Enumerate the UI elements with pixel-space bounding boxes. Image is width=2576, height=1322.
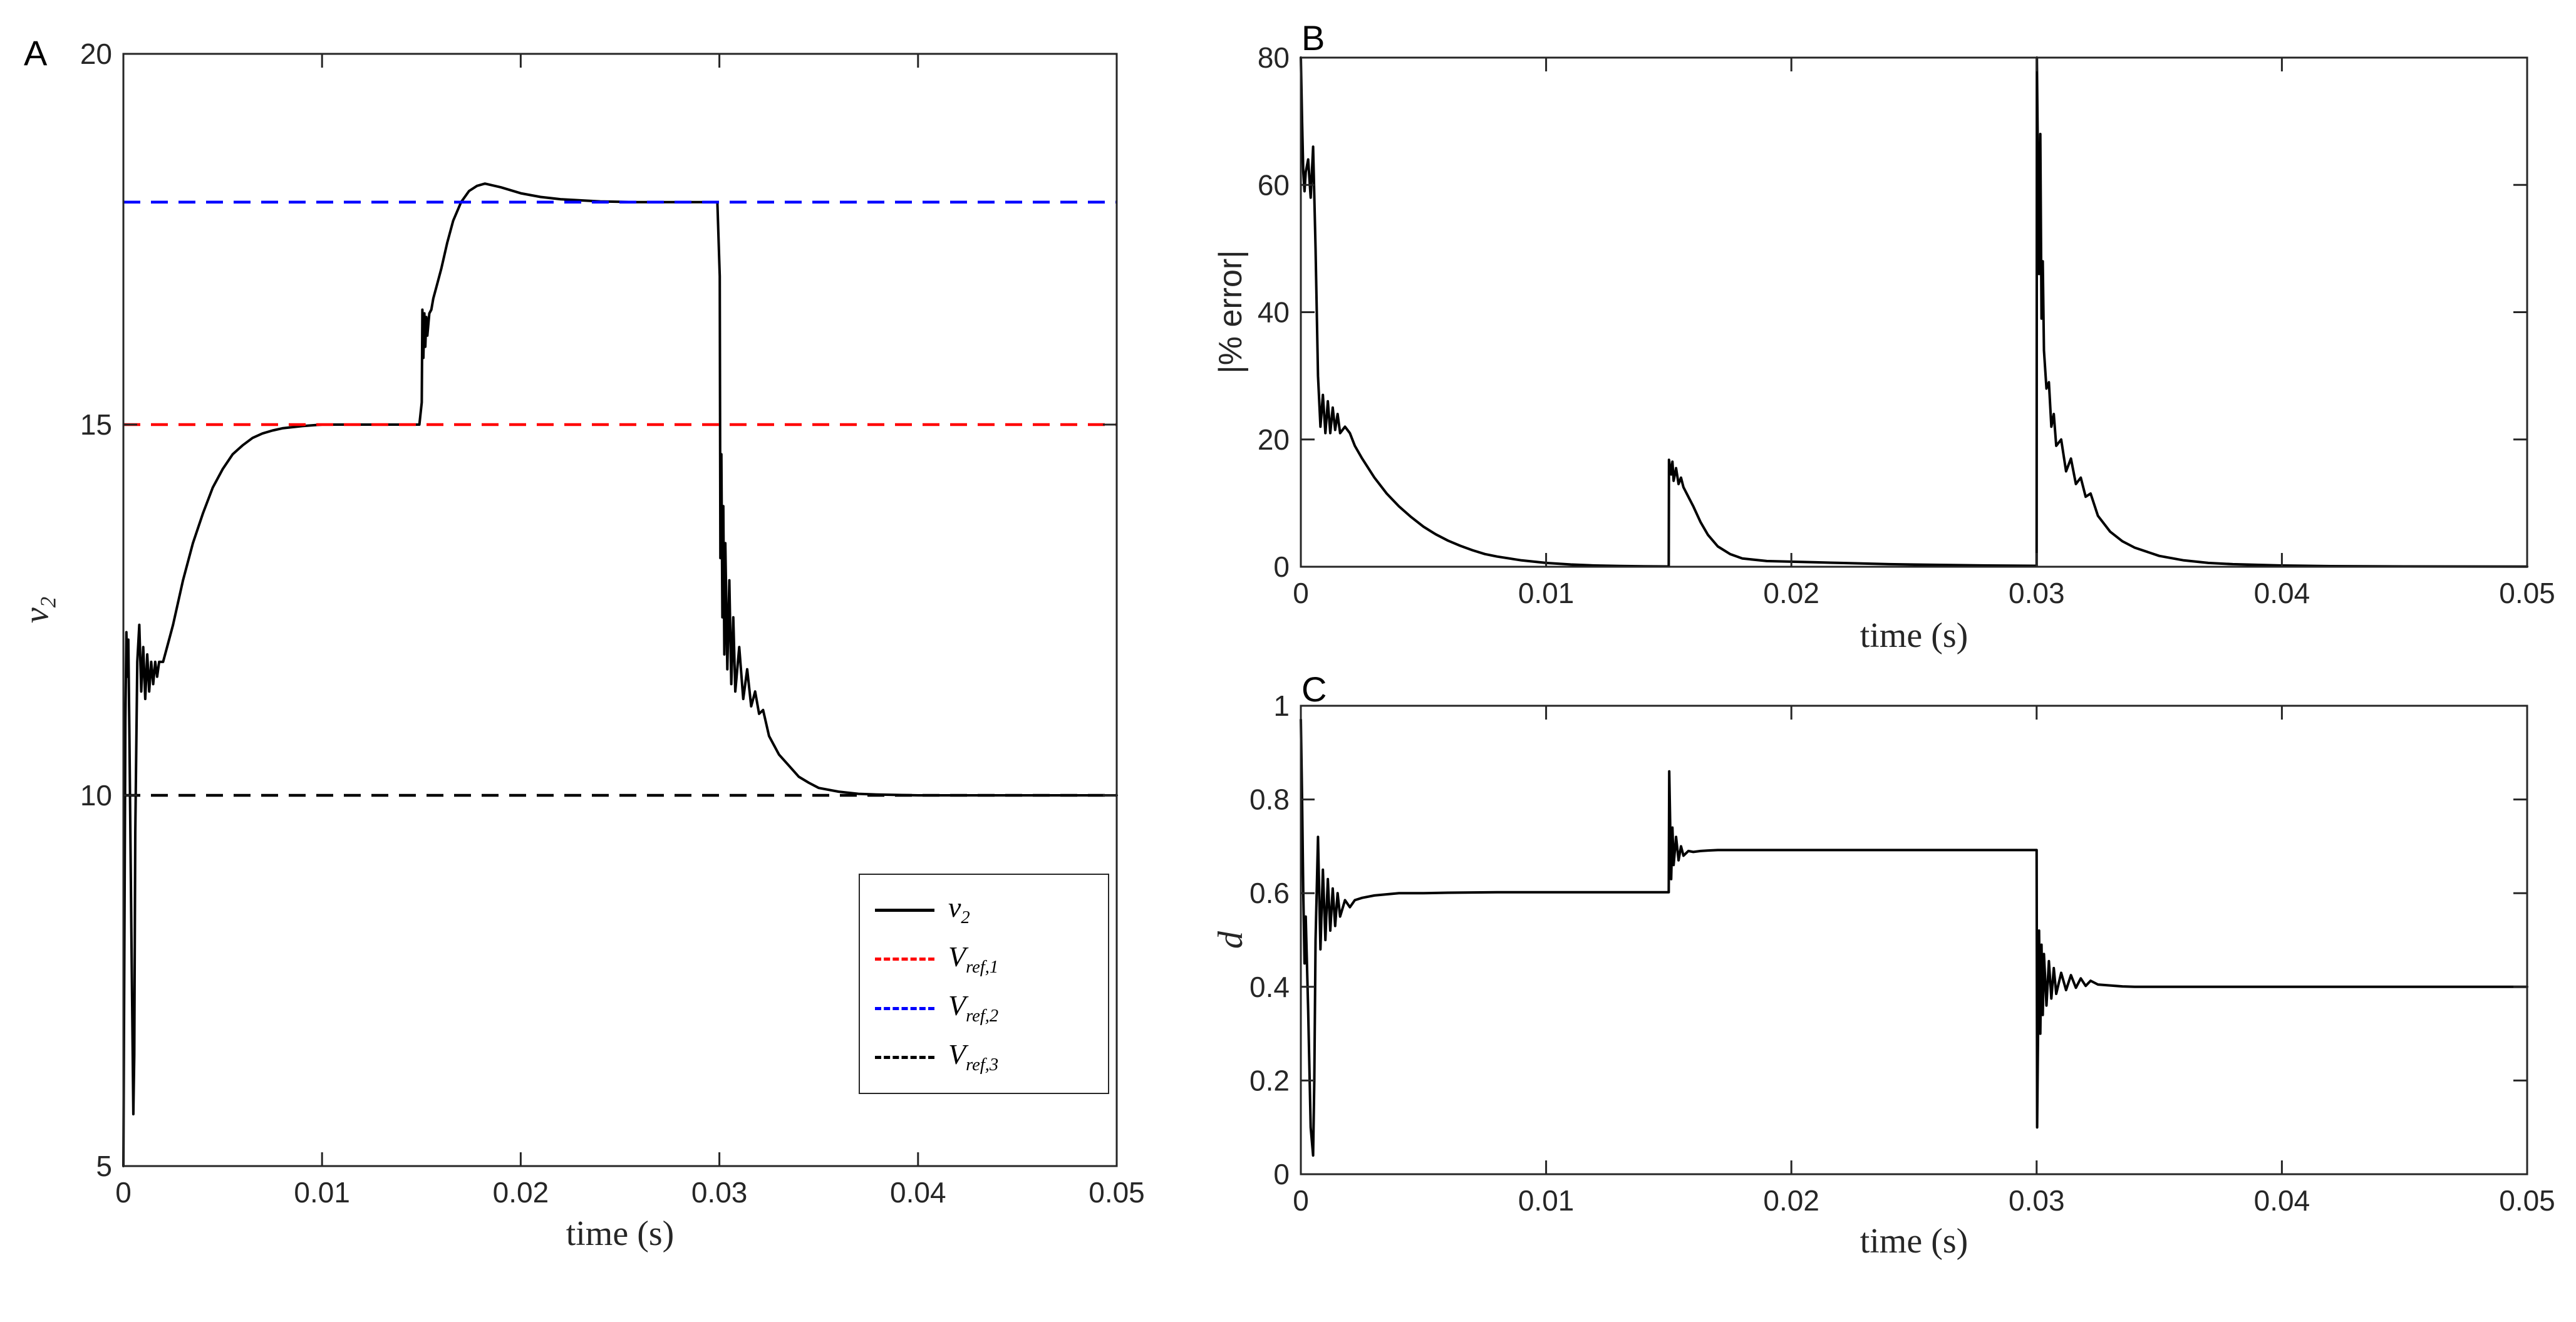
svg-text:0.04: 0.04 bbox=[2254, 1184, 2310, 1217]
panel-a-ylabel-sub: 2 bbox=[36, 596, 61, 608]
svg-text:0.02: 0.02 bbox=[1763, 1184, 1819, 1217]
svg-text:0: 0 bbox=[1273, 550, 1290, 583]
svg-text:10: 10 bbox=[80, 779, 112, 812]
legend-item: v2 bbox=[860, 893, 1108, 927]
legend-item-label: v2 bbox=[948, 893, 970, 927]
legend-label-sub: 2 bbox=[961, 908, 970, 928]
svg-text:0.02: 0.02 bbox=[1763, 577, 1819, 609]
svg-text:0.04: 0.04 bbox=[890, 1176, 946, 1209]
svg-text:0.03: 0.03 bbox=[2009, 1184, 2065, 1217]
legend-item: Vref,1 bbox=[860, 942, 1108, 977]
panel-b-xlabel: time (s) bbox=[1860, 616, 1968, 655]
legend-item-label: Vref,1 bbox=[948, 942, 998, 977]
panel-a-ylabel: v2 bbox=[16, 597, 61, 623]
svg-text:80: 80 bbox=[1258, 41, 1290, 74]
legend-line-sample bbox=[875, 958, 934, 961]
svg-text:0.05: 0.05 bbox=[2499, 577, 2555, 609]
legend-label-main: v bbox=[948, 891, 961, 924]
panel-a-xlabel: time (s) bbox=[566, 1214, 675, 1253]
legend-label-main: V bbox=[948, 940, 966, 973]
svg-text:60: 60 bbox=[1258, 168, 1290, 201]
legend-line-sample bbox=[875, 909, 934, 912]
legend-line-sample bbox=[875, 1055, 934, 1059]
panel-letter-a: A bbox=[24, 33, 48, 73]
svg-text:0.6: 0.6 bbox=[1249, 877, 1290, 909]
legend-item-label: Vref,3 bbox=[948, 1040, 998, 1075]
svg-text:0.01: 0.01 bbox=[294, 1176, 350, 1209]
svg-text:0.2: 0.2 bbox=[1249, 1064, 1290, 1097]
svg-text:0.4: 0.4 bbox=[1249, 971, 1290, 1003]
svg-text:40: 40 bbox=[1258, 296, 1290, 329]
svg-text:0: 0 bbox=[115, 1176, 132, 1209]
svg-text:0.04: 0.04 bbox=[2254, 577, 2310, 609]
svg-text:0: 0 bbox=[1273, 1158, 1290, 1190]
panel-a-ylabel-main: v bbox=[17, 607, 56, 624]
svg-text:0.05: 0.05 bbox=[1089, 1176, 1145, 1209]
legend-item-label: Vref,2 bbox=[948, 991, 998, 1026]
legend-label-sub: ref,1 bbox=[966, 957, 999, 977]
svg-text:5: 5 bbox=[96, 1150, 112, 1182]
legend-label-sub: ref,2 bbox=[966, 1006, 999, 1026]
legend-label-sub: ref,3 bbox=[966, 1055, 999, 1075]
svg-text:15: 15 bbox=[80, 408, 112, 441]
legend-label-main: V bbox=[948, 1038, 966, 1070]
svg-text:0.03: 0.03 bbox=[691, 1176, 748, 1209]
legend-line-sample bbox=[875, 1006, 934, 1010]
legend-item: Vref,3 bbox=[860, 1040, 1108, 1075]
panel-c-ylabel: d bbox=[1211, 931, 1250, 949]
panel-c-xlabel: time (s) bbox=[1860, 1222, 1968, 1261]
svg-text:20: 20 bbox=[1258, 423, 1290, 456]
legend-item: Vref,2 bbox=[860, 991, 1108, 1026]
legend-label-main: V bbox=[948, 989, 966, 1021]
panel-letter-b: B bbox=[1301, 18, 1325, 58]
svg-text:20: 20 bbox=[80, 38, 112, 70]
panel-letter-c: C bbox=[1301, 669, 1327, 709]
svg-text:0: 0 bbox=[1293, 1184, 1309, 1217]
svg-text:0.03: 0.03 bbox=[2009, 577, 2065, 609]
svg-text:0.05: 0.05 bbox=[2499, 1184, 2555, 1217]
svg-text:0: 0 bbox=[1293, 577, 1309, 609]
panel-b-ylabel: |% error| bbox=[1213, 250, 1249, 374]
legend-box: v2 Vref,1 Vref,2 Vref,3 bbox=[859, 874, 1109, 1094]
svg-text:1: 1 bbox=[1273, 689, 1290, 722]
svg-text:0.8: 0.8 bbox=[1249, 783, 1290, 816]
svg-text:0.02: 0.02 bbox=[493, 1176, 549, 1209]
svg-text:0.01: 0.01 bbox=[1518, 577, 1575, 609]
svg-text:0.01: 0.01 bbox=[1518, 1184, 1575, 1217]
